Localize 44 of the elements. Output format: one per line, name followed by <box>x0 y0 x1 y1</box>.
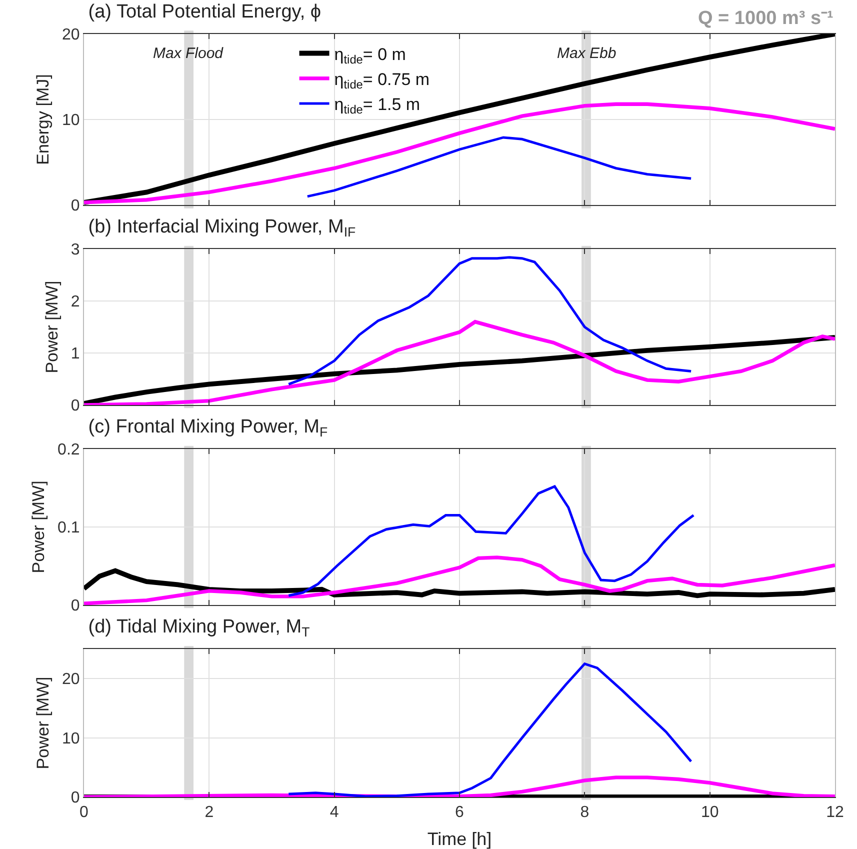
line-series <box>84 556 835 605</box>
chart-title: (d) Tidal Mixing Power, M$_{T}$ <box>88 616 310 640</box>
line-series <box>84 320 835 405</box>
chart-title: (a) Total Potential Energy, ϕ <box>88 1 322 22</box>
y-tick-label: 1 <box>70 346 80 363</box>
line-series <box>84 776 835 797</box>
y-tick-label: 0 <box>70 598 80 615</box>
y-tick-label: 0 <box>70 398 80 415</box>
y-axis-title: Power [MW] <box>29 480 48 574</box>
y-tick-label: 0 <box>70 198 80 215</box>
y-tick-label: 20 <box>62 26 80 44</box>
line-series <box>306 136 692 198</box>
x-tick-label: 12 <box>826 804 844 822</box>
y-axis-title: Power [MW] <box>34 676 53 770</box>
chart-title: (b) Interfacial Mixing Power, M$_{IF}$ <box>88 216 356 240</box>
y-tick-label: 10 <box>62 730 80 748</box>
x-tick-label: 6 <box>455 804 464 822</box>
band-label: Max Flood <box>153 45 224 62</box>
chart-title: (c) Frontal Mixing Power, M$_{F}$ <box>88 416 328 440</box>
legend-label: η$_{tide}$= 1.5 m <box>334 95 420 117</box>
y-tick-label: 2 <box>70 294 80 311</box>
line-series <box>84 334 835 405</box>
legend-label: η$_{tide}$= 0.75 m <box>334 70 430 92</box>
y-tick-label: 0.1 <box>58 520 80 537</box>
line-series <box>287 662 692 797</box>
band-label: Max Ebb <box>557 45 616 62</box>
x-tick-label: 2 <box>204 804 214 822</box>
x-axis-title: Time [h] <box>427 829 492 849</box>
line-series <box>84 568 835 598</box>
line-series <box>84 34 835 205</box>
text: Q = 1000 m³ s⁻¹ <box>698 8 834 29</box>
y-tick-label: 0.2 <box>58 442 80 459</box>
line-series <box>287 485 695 597</box>
y-tick-label: 20 <box>62 671 80 688</box>
y-axis-title: Energy [MJ] <box>34 74 53 165</box>
line-series <box>287 256 692 386</box>
y-axis-title: Power [MW] <box>42 280 62 374</box>
y-tick-label: 0 <box>70 790 80 807</box>
legend-label: η$_{tide}$= 0 m <box>334 44 406 66</box>
y-tick-label: 3 <box>70 242 80 259</box>
x-tick-label: 10 <box>700 804 719 822</box>
x-tick-label: 8 <box>580 804 590 822</box>
y-tick-label: 10 <box>62 112 80 130</box>
x-tick-label: 4 <box>330 804 339 822</box>
